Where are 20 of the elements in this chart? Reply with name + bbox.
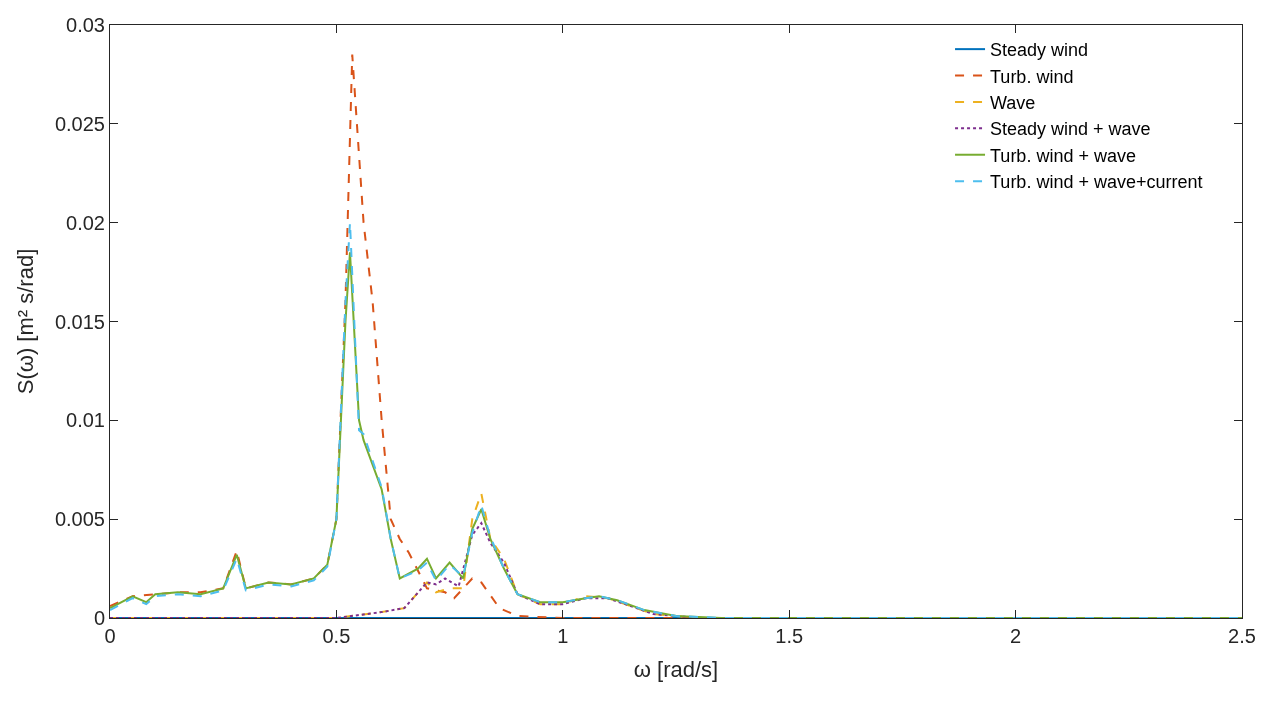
x-tick-label: 1.5: [775, 625, 804, 647]
legend-label: Turb. wind + wave: [990, 145, 1136, 166]
y-tick-label: 0.02: [66, 211, 105, 234]
y-tick-label: 0: [93, 607, 105, 629]
x-tick-label: 2: [1010, 625, 1022, 647]
x-tick-label: 2.5: [1228, 625, 1256, 647]
y-tick-label: 0.03: [66, 14, 105, 36]
x-tick-label: 0.5: [322, 625, 351, 647]
legend-label: Turb. wind: [990, 66, 1074, 87]
y-tick-label: 0.005: [54, 508, 105, 531]
x-axis-title: ω [rad/s]: [633, 656, 719, 682]
legend-label: Steady wind + wave: [990, 119, 1151, 140]
y-axis-title: S(ω) [m² s/rad]: [12, 248, 38, 395]
legend-label: Wave: [990, 92, 1036, 113]
legend-label: Steady wind: [990, 40, 1089, 61]
y-tick-label: 0.025: [54, 112, 105, 135]
legend-label: Turb. wind + wave+current: [990, 172, 1203, 193]
y-tick-label: 0.01: [66, 409, 105, 432]
x-tick-label: 1: [557, 625, 569, 647]
y-tick-label: 0.015: [54, 310, 105, 333]
